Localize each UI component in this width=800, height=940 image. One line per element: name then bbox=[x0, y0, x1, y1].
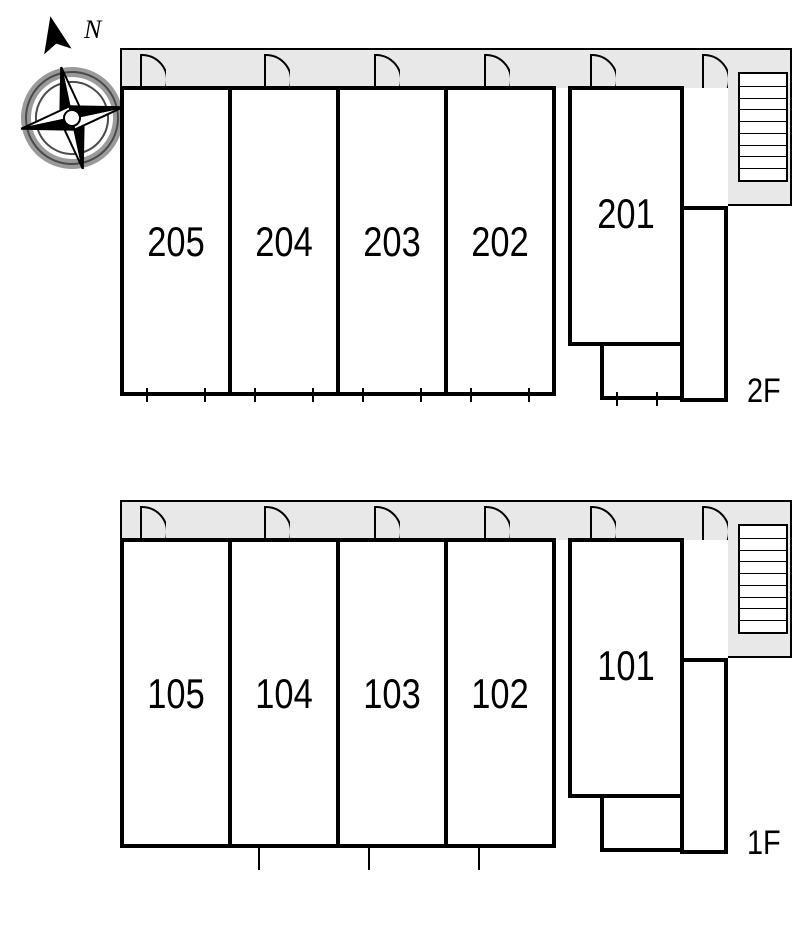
unit-label: 202 bbox=[457, 218, 542, 266]
door-icon bbox=[374, 506, 400, 540]
unit-label: 104 bbox=[241, 670, 326, 718]
unit-205: 205 bbox=[120, 86, 232, 396]
unit-label: 205 bbox=[133, 218, 218, 266]
door-icon bbox=[484, 506, 510, 540]
wall-tick bbox=[258, 848, 260, 870]
door-icon bbox=[702, 506, 728, 540]
corridor bbox=[120, 500, 730, 540]
unit-label: 203 bbox=[349, 218, 434, 266]
floor-label: 2F bbox=[747, 372, 781, 411]
door-icon bbox=[140, 54, 166, 88]
unit-204: 204 bbox=[228, 86, 340, 396]
unit-101: 101 bbox=[568, 538, 684, 798]
compass-rose: N bbox=[12, 8, 132, 188]
unit-105: 105 bbox=[120, 538, 232, 848]
unit-102: 102 bbox=[444, 538, 556, 848]
unit-203: 203 bbox=[336, 86, 448, 396]
door-icon bbox=[374, 54, 400, 88]
door-icon bbox=[590, 54, 616, 88]
unit-label: 103 bbox=[349, 670, 434, 718]
window-icon bbox=[616, 392, 658, 406]
unit-103: 103 bbox=[336, 538, 448, 848]
unit-extension bbox=[600, 798, 684, 852]
compass-icon: N bbox=[12, 8, 132, 188]
window-icon bbox=[254, 388, 314, 402]
door-icon bbox=[264, 54, 290, 88]
window-icon bbox=[146, 388, 206, 402]
corridor bbox=[120, 48, 730, 88]
floor-1F: 105 104 103 102 101 1F bbox=[120, 500, 792, 880]
unit-104: 104 bbox=[228, 538, 340, 848]
wall-tick bbox=[368, 848, 370, 870]
floor-2F: 205 204 203 202 201 2F bbox=[120, 48, 792, 428]
window-icon bbox=[470, 388, 530, 402]
unit-extension bbox=[600, 346, 684, 400]
unit-202: 202 bbox=[444, 86, 556, 396]
door-icon bbox=[590, 506, 616, 540]
door-icon bbox=[140, 506, 166, 540]
staircase-icon bbox=[738, 72, 788, 182]
unit-label: 201 bbox=[582, 190, 671, 238]
window-icon bbox=[362, 388, 422, 402]
unit-side bbox=[680, 658, 728, 854]
unit-side bbox=[680, 206, 728, 402]
unit-label: 105 bbox=[133, 670, 218, 718]
wall-tick bbox=[478, 848, 480, 870]
unit-label: 101 bbox=[582, 642, 671, 690]
unit-201: 201 bbox=[568, 86, 684, 346]
unit-label: 102 bbox=[457, 670, 542, 718]
door-icon bbox=[484, 54, 510, 88]
staircase-icon bbox=[738, 524, 788, 634]
floorplan-canvas: N 205 204 203 202 201 2F 105 104 103 102 101 1F bbox=[0, 0, 800, 940]
unit-label: 204 bbox=[241, 218, 326, 266]
door-icon bbox=[264, 506, 290, 540]
floor-label: 1F bbox=[747, 824, 781, 863]
door-icon bbox=[702, 54, 728, 88]
compass-north-label: N bbox=[83, 15, 103, 44]
